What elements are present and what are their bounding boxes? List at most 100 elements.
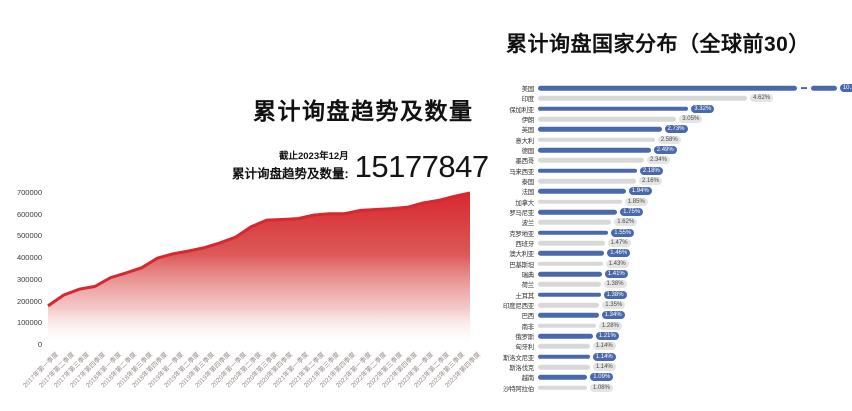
- value-pill: 10.18%: [839, 84, 852, 93]
- area-series: [47, 191, 471, 345]
- bar-track: 4.62%: [538, 93, 846, 103]
- value-pill: 2.34%: [646, 156, 670, 165]
- bar-row: 斯洛伐克 1.14%: [500, 362, 846, 372]
- bar-track: 1.38%: [538, 290, 846, 300]
- bar-track: 1.08%: [538, 383, 846, 393]
- bar: [538, 178, 636, 184]
- bar-track: 2.16%: [538, 176, 846, 186]
- bar: [538, 199, 622, 205]
- bar-track: 1.46%: [538, 248, 846, 258]
- bar: [538, 375, 588, 380]
- bar: [538, 240, 605, 246]
- country-label: 美国: [521, 86, 535, 94]
- country-label: 法国: [521, 189, 535, 197]
- bar-row: 波兰 1.62%: [500, 217, 846, 227]
- value-pill: 1.21%: [595, 332, 619, 341]
- bar: [538, 137, 655, 143]
- country-label: 巴西: [521, 313, 535, 321]
- value-pill: 1.85%: [624, 197, 648, 206]
- country-label: 保加利亚: [509, 106, 534, 114]
- bar-track: 1.41%: [538, 269, 846, 279]
- country-bars: 美国10.18%印度4.62%保加利亚3.32%伊朗3.05%英国2.73%意大…: [500, 83, 852, 393]
- bar-track: 1.35%: [538, 300, 846, 310]
- value-pill: 1.43%: [605, 259, 629, 268]
- bar: [538, 116, 677, 122]
- bar-track: 1.75%: [538, 207, 846, 217]
- value-pill: 1.14%: [592, 363, 616, 372]
- bar-track: 1.14%: [538, 352, 846, 362]
- bar: [538, 313, 599, 318]
- trend-area-chart: [47, 191, 471, 345]
- value-pill: 1.75%: [620, 208, 644, 217]
- bar-track: 1.09%: [538, 372, 846, 382]
- country-label: 泰国: [521, 179, 535, 187]
- bar: [538, 106, 689, 112]
- country-label: 巴基斯坦: [509, 261, 534, 269]
- bar-row: 罗马尼亚 1.75%: [500, 207, 846, 217]
- bar-row: 泰国 2.16%: [500, 176, 846, 186]
- total-value: 15177847: [354, 149, 489, 184]
- bar-row: 墨西哥 2.34%: [500, 155, 846, 165]
- value-pill: 1.38%: [603, 280, 627, 289]
- bar-track: 1.14%: [538, 341, 846, 351]
- value-pill: 2.16%: [638, 177, 662, 186]
- bar-row: 斯洛文尼亚 1.14%: [500, 352, 846, 362]
- as-of-date: 截止2023年12月: [278, 150, 349, 162]
- value-pill: 1.14%: [592, 342, 616, 351]
- bar-track: 1.34%: [538, 310, 846, 320]
- bar: [538, 127, 662, 132]
- bar-row: 意大利 2.58%: [500, 135, 846, 145]
- bar-track: 1.43%: [538, 259, 846, 269]
- y-tick-label: 100000: [16, 318, 42, 328]
- bar: [538, 292, 601, 297]
- value-pill: 1.62%: [614, 218, 638, 227]
- bar: [538, 209, 618, 215]
- bar-row: 印度尼西亚 1.35%: [500, 300, 846, 310]
- bar-track: 10.18%: [538, 83, 852, 93]
- country-chart-title: 累计询盘国家分布（全球前30）: [506, 33, 810, 56]
- bar: [538, 168, 637, 174]
- bar: [538, 302, 600, 308]
- bar: [538, 220, 612, 225]
- value-pill: 1.08%: [589, 383, 613, 392]
- bar-row: 越南 1.09%: [500, 372, 846, 382]
- bar-break-cap: [810, 85, 837, 91]
- bar: [538, 271, 602, 277]
- country-label: 马来西亚: [509, 168, 534, 176]
- bar-row: 澳大利亚 1.46%: [500, 248, 846, 258]
- value-pill: 2.18%: [639, 166, 663, 175]
- bar-track: 2.34%: [538, 155, 846, 165]
- y-tick-label: 300000: [16, 274, 42, 284]
- bar-row: 印度 4.62%: [500, 93, 846, 103]
- country-label: 克罗地亚: [509, 230, 534, 238]
- country-label: 波兰: [521, 220, 535, 228]
- bar: [538, 85, 797, 91]
- bar-row: 土耳其 1.38%: [500, 290, 846, 300]
- total-label: 累计询盘趋势及数量:: [232, 166, 349, 181]
- y-tick-label: 400000: [16, 253, 42, 263]
- y-tick-label: 0: [37, 340, 42, 349]
- bar: [538, 261, 603, 266]
- bar: [538, 323, 596, 328]
- bar-track: 1.94%: [538, 186, 846, 196]
- bar-track: 2.18%: [538, 166, 846, 176]
- country-label: 伊朗: [521, 117, 535, 125]
- country-label: 荷兰: [521, 282, 535, 290]
- value-pill: 1.35%: [602, 301, 626, 310]
- bar-row: 瑞典 1.41%: [500, 269, 846, 279]
- value-pill: 1.38%: [603, 290, 627, 299]
- bar: [538, 230, 609, 235]
- bar: [538, 385, 587, 390]
- bar-track: 1.28%: [538, 321, 846, 331]
- trend-chart-title: 累计询盘趋势及数量: [253, 98, 474, 124]
- bar: [538, 147, 651, 153]
- y-tick-label: 600000: [16, 209, 42, 219]
- bar-track: 2.58%: [538, 135, 846, 145]
- country-label: 土耳其: [515, 292, 534, 300]
- bar-row: 德国 2.49%: [500, 145, 846, 155]
- y-tick-label: 200000: [16, 296, 42, 306]
- country-label: 南非: [521, 323, 535, 331]
- trend-total-labels: 截止2023年12月 累计询盘趋势及数量:: [232, 150, 349, 184]
- bar: [538, 282, 601, 287]
